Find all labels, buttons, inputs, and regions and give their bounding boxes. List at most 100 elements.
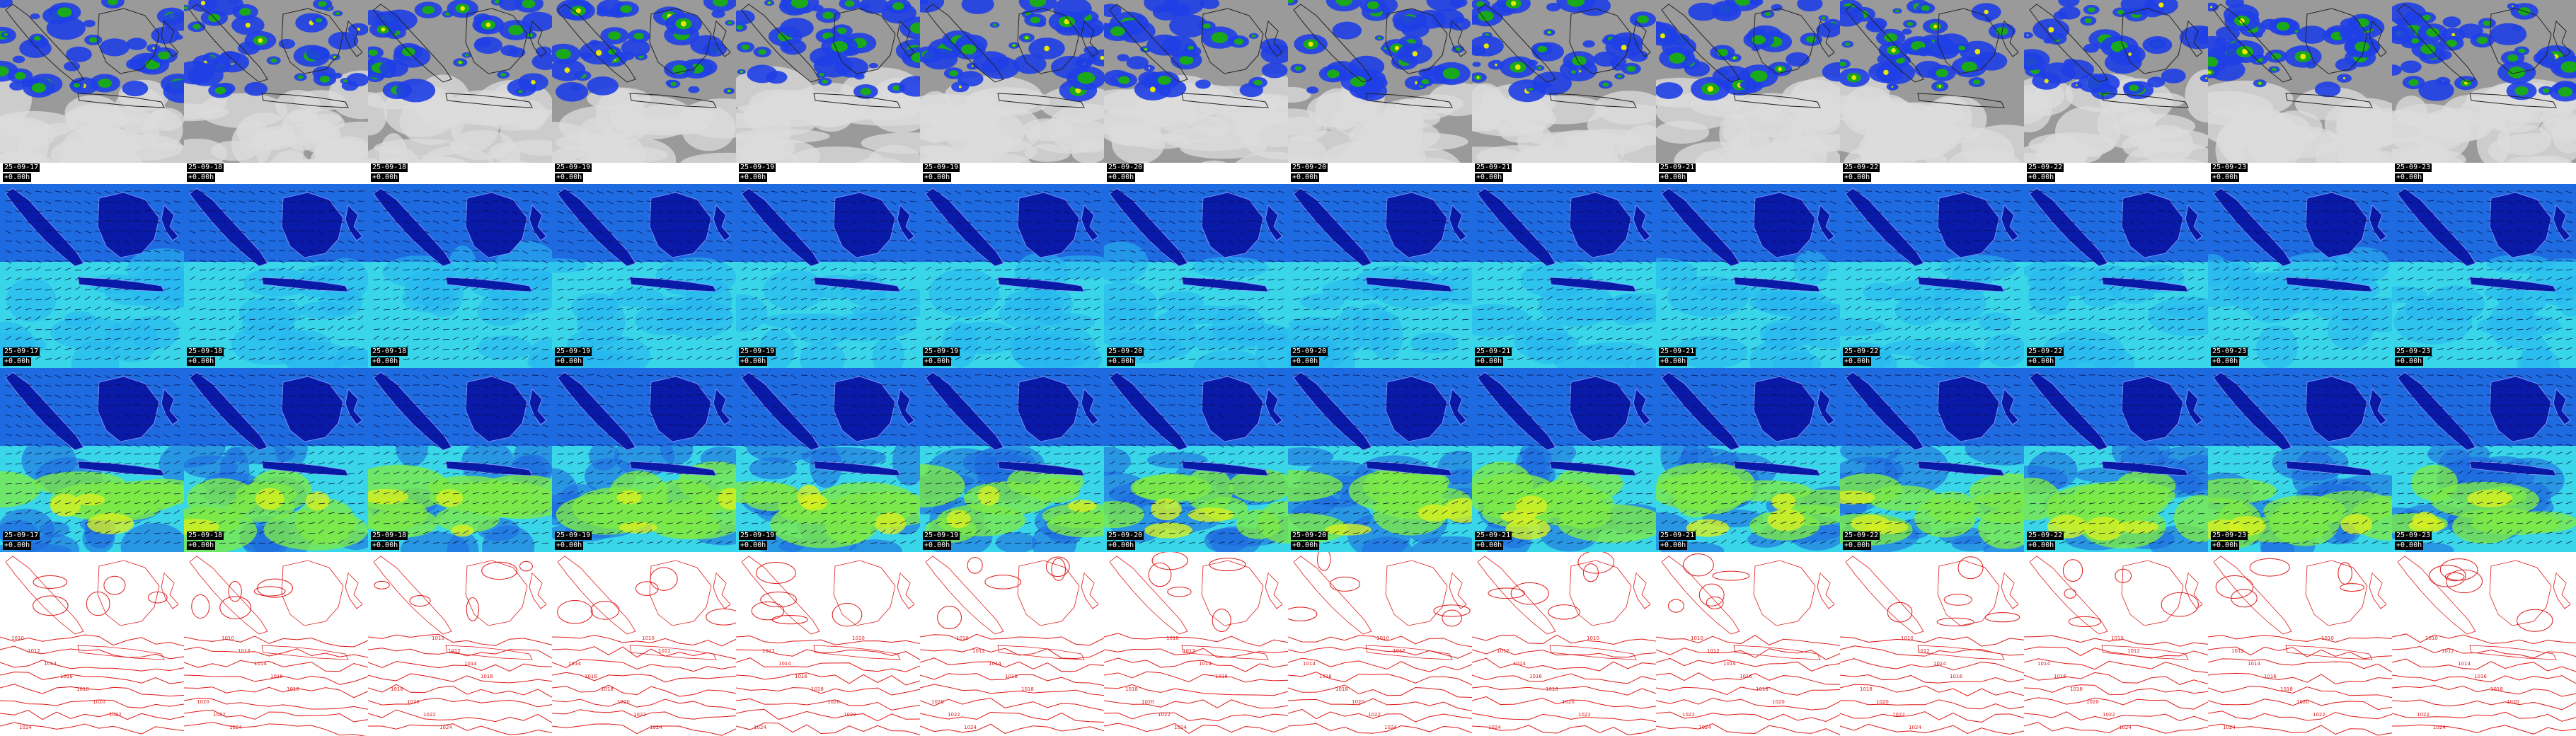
coastline-sumatra: [1109, 4, 1188, 83]
isobar-label: 1010: [1901, 636, 1914, 641]
coastline-borneo: [1937, 560, 2000, 626]
isobar-label: 1014: [1933, 661, 1946, 667]
coastline-sulawesi: [1817, 20, 1835, 57]
isobar-label: 1010: [2111, 636, 2124, 641]
isobar-label: 1020: [1876, 699, 1889, 705]
row-wind-850: 25-09-17 +0.00h 25-09-18 +0.00h 25-09-18 +0.0…: [0, 184, 2576, 368]
frame-timestamp: 25-09-17: [3, 347, 40, 356]
pressure-isobar-map: 1010 1012 1014 1016 1018 1020 1022 1024: [736, 552, 920, 736]
isobar-label: 1020: [407, 699, 420, 705]
forecast-hour-label: +0.00h: [1843, 173, 1872, 182]
coastline-sumatra: [373, 556, 452, 635]
isobar-label: 1010: [1376, 636, 1389, 641]
frame-timestamp: 25-09-20: [1107, 163, 1144, 172]
isobar-label: 1018: [2490, 686, 2503, 692]
wind-barbs: [2029, 374, 2205, 544]
coastline-java: [1917, 93, 2005, 108]
wind-barbs: [1293, 374, 1469, 544]
coastline-sulawesi: [345, 20, 363, 57]
satellite-rain-map: [2392, 0, 2576, 184]
coastline-borneo: [2489, 8, 2552, 74]
isobar-label: 1024: [964, 725, 977, 730]
isobar-label: 1018: [76, 686, 89, 692]
isobar-label: 1010: [1166, 636, 1179, 641]
wind-10m-frame: 25-09-18 +0.00h: [184, 368, 368, 552]
wind-850-frame: 25-09-21 +0.00h: [1656, 184, 1840, 368]
coastline-borneo: [2121, 560, 2184, 626]
coastline-borneo: [465, 8, 528, 74]
pressure-frame: 1010 1012 1014 1016 1018 1020 1022 1024: [552, 552, 736, 736]
wind-10m-frame: 25-09-23 +0.00h: [2392, 368, 2576, 552]
row-satellite-rain: 25-09-17 +0.00h 25-09-18 +0.00h 25-09-18 +0.0…: [0, 0, 2576, 184]
coastline-borneo: [833, 8, 896, 74]
wind-10m-frame: 25-09-20 +0.00h: [1104, 368, 1288, 552]
isobar-label: 1018: [1125, 686, 1138, 692]
coastline-borneo: [1937, 8, 2000, 74]
isobar-label: 1014: [568, 661, 581, 667]
satellite-frame: 25-09-19 +0.00h: [552, 0, 736, 184]
isobar-label: 1024: [1698, 725, 1711, 730]
forecast-hour-label: +0.00h: [555, 541, 584, 550]
coastline-java: [77, 93, 165, 108]
isobar-label: 1016: [481, 674, 493, 679]
coastline-sumatra: [5, 556, 84, 635]
forecast-hour-label: +0.00h: [2211, 541, 2240, 550]
isobar-value-labels: 1010 1012 1014 1016 1018 1020 1022 1024: [1860, 636, 1962, 730]
wind-10m-map: [2024, 368, 2208, 552]
coastline-borneo: [1017, 560, 1080, 626]
wind-10m-map: [736, 368, 920, 552]
isobar-label: 1020: [617, 699, 630, 705]
wind-850-map: [1840, 184, 2024, 368]
forecast-hour-label: +0.00h: [1107, 173, 1136, 182]
isobar-label: 1020: [197, 699, 209, 705]
isobar-label: 1018: [1860, 686, 1873, 692]
coastline-java: [1549, 93, 1637, 108]
coastline-sulawesi: [529, 20, 547, 57]
frame-timestamp: 25-09-22: [2027, 531, 2064, 540]
forecast-hour-label: +0.00h: [2395, 541, 2424, 550]
frame-timestamp: 25-09-17: [3, 163, 40, 172]
forecast-hour-label: +0.00h: [1291, 357, 1320, 366]
coastline-sulawesi: [1265, 20, 1283, 57]
forecast-hour-label: +0.00h: [923, 357, 952, 366]
isobar-label: 1022: [1682, 712, 1695, 718]
isobar-label: 1012: [1917, 648, 1930, 654]
frame-timestamp: 25-09-21: [1659, 347, 1696, 356]
coastline-borneo: [1385, 560, 1448, 626]
isobars: [1288, 552, 1472, 734]
satellite-frame: 25-09-22 +0.00h: [1840, 0, 2024, 184]
isobar-label: 1010: [852, 636, 865, 641]
coastline-java: [2285, 645, 2373, 660]
isobar-label: 1010: [2425, 636, 2438, 641]
pressure-frame: 1010 1012 1014 1016 1018 1020 1022 1024: [736, 552, 920, 736]
wind-barbs: [1661, 190, 1837, 360]
coastline-java: [2469, 645, 2557, 660]
isobar-label: 1012: [1707, 648, 1720, 654]
satellite-frame: 25-09-23 +0.00h: [2392, 0, 2576, 184]
isobar-label: 1010: [222, 636, 234, 641]
wind-barbs: [557, 190, 733, 360]
coastline-borneo: [833, 560, 896, 626]
coastline-sumatra: [1661, 4, 1740, 83]
coastline-sulawesi: [897, 573, 915, 609]
forecast-hour-label: +0.00h: [187, 541, 216, 550]
isobar-label: 1020: [1562, 699, 1575, 705]
pressure-frame: 1010 1012 1014 1016 1018 1020 1022 1024: [368, 552, 552, 736]
satellite-rain-map: [920, 0, 1104, 184]
coastline-java: [997, 645, 1085, 660]
coastline-sumatra: [741, 4, 820, 83]
wind-850-map: [736, 184, 920, 368]
satellite-rain-map: [1288, 0, 1472, 184]
wind-850-frame: 25-09-23 +0.00h: [2392, 184, 2576, 368]
wind-barbs: [1477, 190, 1653, 360]
isobar-label: 1016: [1529, 674, 1542, 679]
coastline-sumatra: [5, 4, 84, 83]
coastline-borneo: [281, 8, 344, 74]
wind-10m-map: [1104, 368, 1288, 552]
isobar-label: 1020: [1142, 699, 1154, 705]
wind-850-frame: 25-09-17 +0.00h: [0, 184, 184, 368]
forecast-hour-label: +0.00h: [187, 173, 216, 182]
coastline-sulawesi: [1817, 573, 1835, 609]
frame-timestamp: 25-09-18: [187, 347, 224, 356]
pressure-isobar-map: 1010 1012 1014 1016 1018 1020 1022 1024: [2208, 552, 2392, 736]
